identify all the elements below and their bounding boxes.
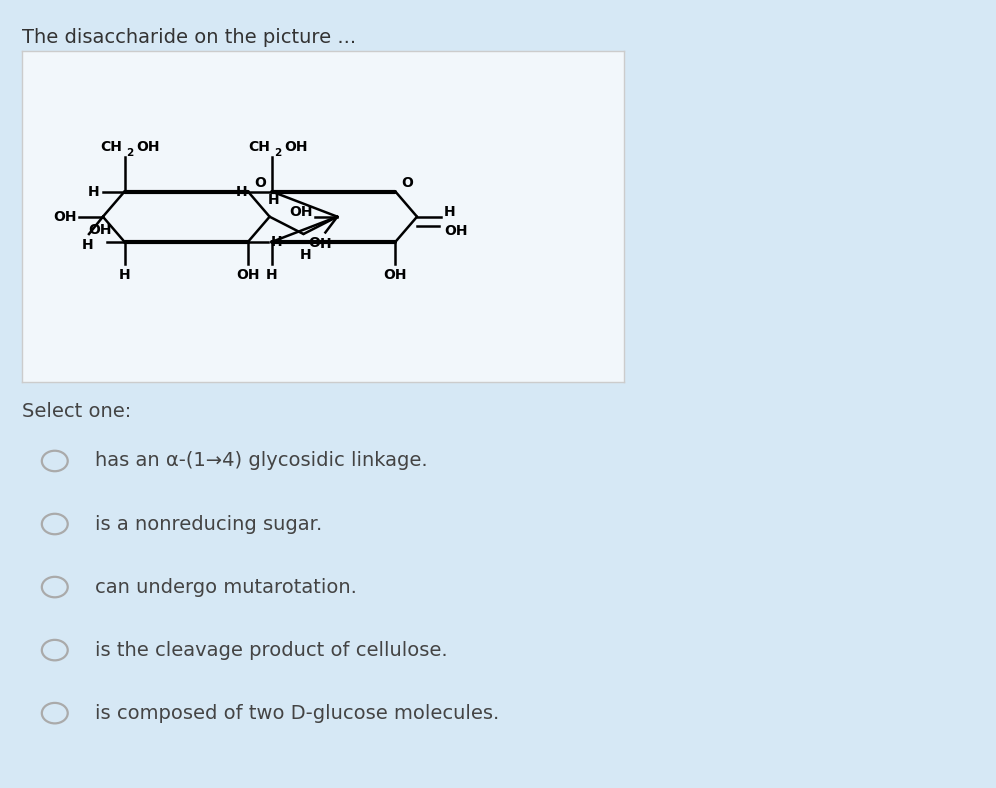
Text: is the cleavage product of cellulose.: is the cleavage product of cellulose. xyxy=(95,641,447,660)
Text: OH: OH xyxy=(444,224,467,238)
Text: 2: 2 xyxy=(126,148,133,158)
Text: O: O xyxy=(254,176,266,190)
Text: OH: OH xyxy=(236,268,260,281)
Text: H: H xyxy=(320,237,332,251)
Text: H: H xyxy=(266,268,278,281)
Text: OH: OH xyxy=(54,210,77,224)
Text: is a nonreducing sugar.: is a nonreducing sugar. xyxy=(95,515,322,533)
Text: is composed of two D-glucose molecules.: is composed of two D-glucose molecules. xyxy=(95,704,499,723)
Text: H: H xyxy=(300,248,312,262)
Text: OH: OH xyxy=(88,223,112,237)
Text: has an α-(1→4) glycosidic linkage.: has an α-(1→4) glycosidic linkage. xyxy=(95,452,427,470)
Text: H: H xyxy=(268,193,280,207)
Text: 2: 2 xyxy=(274,148,281,158)
Text: OH: OH xyxy=(383,268,407,281)
Text: H: H xyxy=(119,268,130,281)
Text: OH: OH xyxy=(289,205,313,219)
Text: Select one:: Select one: xyxy=(22,402,131,421)
Text: H: H xyxy=(82,238,94,252)
Text: H: H xyxy=(271,235,283,249)
Text: CH: CH xyxy=(101,139,123,154)
Text: H: H xyxy=(444,205,456,219)
Text: H: H xyxy=(236,184,247,199)
Text: CH: CH xyxy=(248,139,270,154)
Text: can undergo mutarotation.: can undergo mutarotation. xyxy=(95,578,357,597)
Text: O: O xyxy=(401,176,413,190)
Text: OH: OH xyxy=(136,139,160,154)
Text: O: O xyxy=(309,236,320,250)
Text: OH: OH xyxy=(284,139,308,154)
Text: The disaccharide on the picture ...: The disaccharide on the picture ... xyxy=(22,28,356,46)
Text: H: H xyxy=(89,184,100,199)
